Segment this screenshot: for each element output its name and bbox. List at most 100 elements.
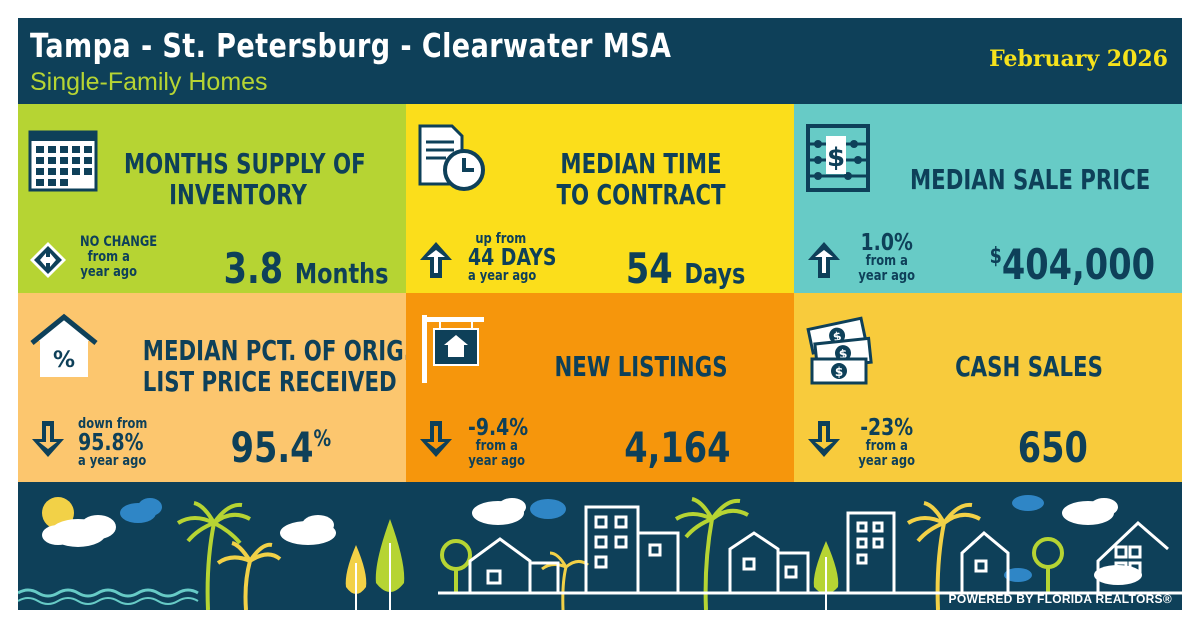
tree-icon	[1032, 537, 1064, 593]
svg-text:$: $	[832, 329, 843, 344]
skyline-illustration	[18, 495, 1182, 610]
down-arrow-icon	[32, 421, 64, 457]
tile-label-line2: LIST PRICE RECEIVED	[142, 365, 397, 398]
abacus-icon: $	[806, 124, 870, 192]
palm-tree-icon	[906, 501, 981, 610]
house-icon	[1096, 520, 1169, 593]
palm-tree-icon	[674, 497, 749, 610]
change-line1: up from	[475, 231, 527, 247]
change-line3: a year ago	[468, 268, 537, 284]
change-line1: 1.0%	[860, 230, 913, 256]
building-icon	[584, 505, 680, 593]
tile-median-sale-price: $ MEDIAN SALE PRICE 1.0% from a year ago…	[794, 104, 1182, 293]
metric-value: 3.8 Months	[224, 244, 389, 293]
tile-new-listings: NEW LISTINGS -9.4% from a year ago 4,164	[406, 293, 794, 482]
metric-value: 4,164	[624, 423, 730, 472]
change-line2: from a	[865, 438, 908, 454]
tile-label: MEDIAN TIME TO CONTRACT	[538, 148, 743, 210]
change-text: -23% from a year ago	[858, 417, 915, 469]
palm-tree-icon	[216, 541, 282, 610]
change-line1: NO CHANGE	[80, 234, 158, 250]
metric-unit: Months	[294, 257, 389, 290]
powered-by-credit: POWERED BY FLORIDA REALTORS®	[948, 592, 1172, 606]
house-percent-icon: %	[30, 313, 98, 377]
tree-icon	[375, 519, 405, 610]
tree-icon	[813, 541, 839, 610]
document-clock-icon	[418, 124, 485, 191]
tile-label-line1: MEDIAN SALE PRICE	[910, 163, 1151, 196]
metric-value: 650	[1018, 423, 1088, 472]
metric-number: 404,000	[1001, 240, 1155, 289]
metric-value: 54 Days	[626, 244, 745, 293]
listing-sign-icon	[422, 315, 484, 383]
change-line2: 95.8%	[78, 430, 144, 456]
cloud-icon	[530, 499, 566, 519]
up-arrow-icon	[808, 242, 840, 278]
palm-tree-icon	[176, 501, 251, 610]
tile-median-pct-list-price: % MEDIAN PCT. OF ORIG. LIST PRICE RECEIV…	[18, 293, 406, 482]
header: Tampa - St. Petersburg - Clearwater MSA …	[18, 18, 1182, 104]
report-date: February 2026	[989, 46, 1168, 72]
currency-symbol: $	[989, 244, 1002, 269]
change-line2: from a	[865, 253, 908, 269]
change-line2: from a	[87, 249, 130, 265]
tile-label-line1: MEDIAN TIME	[560, 147, 722, 180]
change-line3: a year ago	[78, 453, 147, 469]
percent-symbol: %	[313, 427, 332, 452]
cloud-icon	[1004, 568, 1032, 582]
calendar-icon	[28, 130, 98, 192]
metric-number: 4,164	[624, 423, 731, 472]
tile-label-line1: MONTHS SUPPLY OF	[124, 147, 366, 180]
change-line3: year ago	[468, 453, 525, 469]
metric-number: 3.8	[223, 244, 284, 293]
house-icon	[960, 531, 1010, 593]
metric-number: 650	[1017, 423, 1088, 472]
cloud-icon	[42, 515, 116, 547]
house-icon	[728, 531, 810, 593]
tile-label: MEDIAN PCT. OF ORIG. LIST PRICE RECEIVED	[142, 334, 406, 398]
building-icon	[846, 511, 896, 593]
change-line2: from a	[475, 438, 518, 454]
cloud-icon	[472, 498, 526, 525]
metric-number: 95.4	[230, 423, 314, 472]
metric-value: 95.4%	[231, 423, 332, 472]
tile-label: MONTHS SUPPLY OF INVENTORY	[124, 147, 366, 211]
change-text: 1.0% from a year ago	[858, 232, 915, 284]
tile-median-time-to-contract: MEDIAN TIME TO CONTRACT up from 44 DAYS …	[406, 104, 794, 293]
tile-cash-sales: $ $ $ CASH SALES -23% from a year ago 65…	[794, 293, 1182, 482]
change-line3: year ago	[858, 453, 915, 469]
down-arrow-icon	[808, 421, 840, 457]
svg-text:$: $	[835, 365, 843, 379]
down-arrow-icon	[420, 421, 452, 457]
tree-icon	[440, 539, 472, 593]
tile-label: MEDIAN SALE PRICE	[910, 163, 1151, 196]
metric-unit: Days	[684, 257, 746, 290]
up-arrow-icon	[420, 242, 452, 278]
change-line3: year ago	[858, 268, 915, 284]
cash-bills-icon: $ $ $	[806, 316, 873, 385]
cloud-icon	[280, 515, 336, 545]
change-text: up from 44 DAYS a year ago	[468, 231, 557, 284]
cloud-icon	[1012, 495, 1044, 511]
house-icon	[468, 537, 560, 593]
tile-label: NEW LISTINGS	[531, 351, 751, 382]
metric-value: $404,000	[990, 240, 1155, 289]
tree-icon	[345, 545, 367, 610]
cloud-icon	[1062, 498, 1118, 525]
tile-label-line1: MEDIAN PCT. OF ORIG.	[142, 334, 406, 367]
tile-label-line1: NEW LISTINGS	[554, 350, 728, 383]
page-title: Tampa - St. Petersburg - Clearwater MSA	[30, 26, 672, 65]
tile-label-line2: INVENTORY	[169, 178, 307, 211]
tile-label: CASH SALES	[919, 351, 1139, 382]
tile-label-line1: CASH SALES	[955, 350, 1103, 383]
tile-label-line2: TO CONTRACT	[556, 178, 726, 211]
change-line2: 44 DAYS	[468, 245, 557, 271]
svg-text:%: %	[53, 348, 75, 373]
no-change-arrows-icon	[30, 242, 66, 278]
change-line1: -23%	[860, 415, 914, 441]
change-line1: -9.4%	[468, 415, 529, 441]
cloud-icon	[120, 498, 162, 523]
tile-months-supply: MONTHS SUPPLY OF INVENTORY NO CHANGE fro…	[18, 104, 406, 293]
change-line1: down from	[78, 416, 148, 432]
cloud-icon	[1094, 565, 1142, 585]
